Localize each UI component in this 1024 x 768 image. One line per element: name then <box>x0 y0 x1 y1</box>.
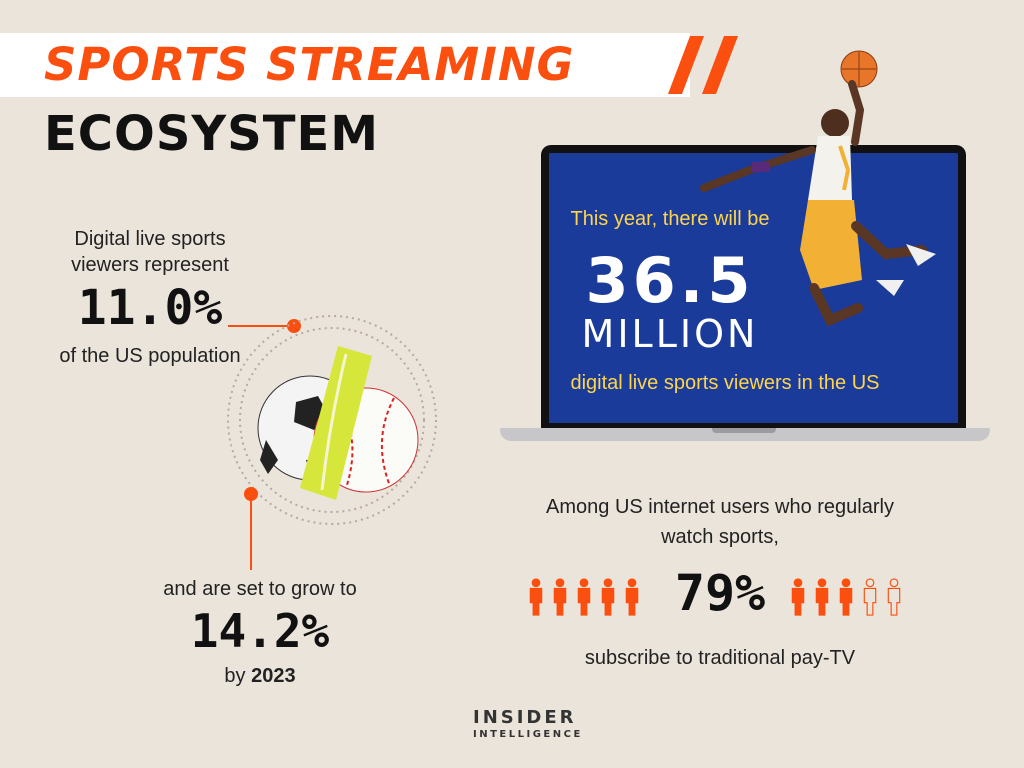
person-icon <box>553 578 567 616</box>
growth-intro: and are set to grow to <box>163 578 357 600</box>
people-icon-row-mixed <box>790 578 920 620</box>
people-icon-row-filled <box>528 578 658 620</box>
paytv-intro-1: Among US internet users who regularly <box>546 496 894 518</box>
basketball-player-image <box>700 50 936 327</box>
person-icon <box>601 578 615 616</box>
person-icon <box>863 578 877 616</box>
connector-line <box>228 325 290 327</box>
growth-year: 2023 <box>251 665 296 687</box>
logo-line-2: INTELLIGENCE <box>473 729 583 740</box>
person-icon <box>815 578 829 616</box>
title-banner <box>0 33 690 97</box>
person-icon <box>791 578 805 616</box>
double-slash-icon <box>668 36 738 94</box>
sports-balls-image <box>227 315 437 525</box>
person-icon <box>625 578 639 616</box>
population-intro-1: Digital live sports <box>74 228 226 250</box>
laptop-notch <box>712 428 776 433</box>
laptop-base <box>500 428 990 441</box>
laptop-line-3: digital live sports viewers in the US <box>570 372 880 394</box>
connector-dot <box>244 487 258 501</box>
population-value: 11.0% <box>77 280 223 336</box>
population-suffix: of the US population <box>59 345 241 367</box>
paytv-intro-2: watch sports, <box>661 526 779 548</box>
paytv-value: 79% <box>674 564 766 622</box>
population-intro-2: viewers represent <box>71 254 229 276</box>
person-icon <box>887 578 901 616</box>
logo-line-1: INSIDER <box>473 707 577 728</box>
laptop-line-1: This year, there will be <box>570 208 770 230</box>
person-icon <box>839 578 853 616</box>
person-icon <box>577 578 591 616</box>
connector-line <box>250 500 252 570</box>
growth-by-label: by <box>224 665 246 687</box>
title-line-1: SPORTS STREAMING <box>44 38 575 91</box>
growth-year-line: by 2023 <box>150 665 370 688</box>
connector-dot <box>287 319 301 333</box>
paytv-outro: subscribe to traditional pay-TV <box>584 647 856 669</box>
laptop-unit: MILLION <box>581 312 759 356</box>
growth-value: 14.2% <box>190 604 330 658</box>
laptop-number: 36.5 <box>585 244 755 317</box>
person-icon <box>529 578 543 616</box>
title-line-2: ECOSYSTEM <box>44 106 380 162</box>
